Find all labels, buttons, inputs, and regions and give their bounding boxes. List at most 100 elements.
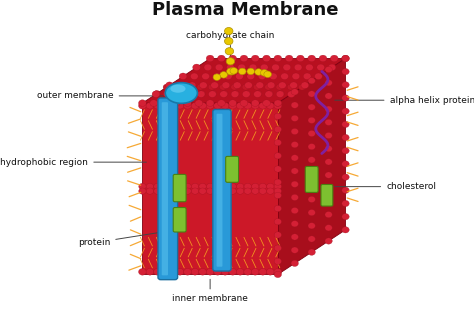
Circle shape xyxy=(247,73,255,80)
Circle shape xyxy=(325,66,332,73)
Circle shape xyxy=(255,91,262,96)
Circle shape xyxy=(174,91,182,97)
Text: cholesterol: cholesterol xyxy=(335,182,436,191)
Circle shape xyxy=(191,183,199,190)
Circle shape xyxy=(306,64,313,71)
Circle shape xyxy=(285,55,293,62)
FancyBboxPatch shape xyxy=(226,156,238,182)
Circle shape xyxy=(229,183,237,190)
Circle shape xyxy=(308,157,315,163)
Circle shape xyxy=(215,64,223,71)
Circle shape xyxy=(214,269,221,275)
Text: alpha helix protein: alpha helix protein xyxy=(335,96,474,105)
Circle shape xyxy=(176,183,184,190)
Circle shape xyxy=(221,91,228,96)
Circle shape xyxy=(186,84,192,90)
Circle shape xyxy=(208,84,215,90)
Circle shape xyxy=(213,73,221,80)
Circle shape xyxy=(291,142,299,148)
Circle shape xyxy=(220,72,228,78)
Circle shape xyxy=(227,68,236,75)
Circle shape xyxy=(206,102,214,109)
Circle shape xyxy=(266,269,274,275)
Circle shape xyxy=(138,102,146,109)
Circle shape xyxy=(266,91,273,96)
Circle shape xyxy=(146,188,154,194)
Circle shape xyxy=(259,102,267,109)
Circle shape xyxy=(221,188,229,194)
Circle shape xyxy=(231,91,239,97)
Circle shape xyxy=(231,84,238,90)
Circle shape xyxy=(161,188,169,194)
Circle shape xyxy=(176,269,184,275)
Circle shape xyxy=(291,234,299,240)
Circle shape xyxy=(274,139,282,146)
Circle shape xyxy=(274,188,282,194)
Circle shape xyxy=(251,100,259,106)
Circle shape xyxy=(199,269,207,275)
Text: protein: protein xyxy=(78,230,173,247)
Circle shape xyxy=(342,227,349,233)
FancyBboxPatch shape xyxy=(158,98,178,280)
Circle shape xyxy=(237,269,244,275)
Circle shape xyxy=(269,73,277,80)
Circle shape xyxy=(291,102,299,108)
Circle shape xyxy=(169,183,176,190)
Circle shape xyxy=(259,183,266,190)
Circle shape xyxy=(290,82,298,89)
Circle shape xyxy=(227,68,234,75)
Circle shape xyxy=(222,82,230,89)
Circle shape xyxy=(328,64,336,71)
Circle shape xyxy=(299,84,306,90)
Circle shape xyxy=(139,188,146,194)
Circle shape xyxy=(184,183,191,190)
Circle shape xyxy=(297,55,304,62)
Circle shape xyxy=(278,82,286,89)
Circle shape xyxy=(308,223,315,229)
Circle shape xyxy=(342,187,349,193)
Circle shape xyxy=(154,91,160,96)
Circle shape xyxy=(308,78,315,84)
Circle shape xyxy=(206,183,214,190)
Circle shape xyxy=(193,64,201,71)
Circle shape xyxy=(267,82,275,89)
Circle shape xyxy=(183,100,191,106)
Circle shape xyxy=(308,55,316,62)
Circle shape xyxy=(197,84,204,90)
Circle shape xyxy=(229,100,237,106)
Circle shape xyxy=(256,82,264,89)
Circle shape xyxy=(308,249,315,255)
Circle shape xyxy=(274,192,282,198)
Circle shape xyxy=(292,73,300,80)
Circle shape xyxy=(154,183,161,190)
Circle shape xyxy=(291,181,299,187)
Circle shape xyxy=(291,194,299,201)
Text: outer membrane: outer membrane xyxy=(37,91,170,100)
Circle shape xyxy=(274,245,282,251)
Circle shape xyxy=(197,91,205,97)
Circle shape xyxy=(276,84,283,90)
Circle shape xyxy=(237,188,244,194)
FancyBboxPatch shape xyxy=(305,167,318,193)
Title: Plasma Membrane: Plasma Membrane xyxy=(153,1,339,19)
Circle shape xyxy=(325,172,332,178)
Circle shape xyxy=(244,188,251,194)
Circle shape xyxy=(244,183,251,190)
Circle shape xyxy=(274,102,282,109)
Circle shape xyxy=(161,269,169,275)
Circle shape xyxy=(146,183,154,190)
Circle shape xyxy=(188,82,196,89)
Circle shape xyxy=(191,73,198,80)
Circle shape xyxy=(221,102,229,109)
Circle shape xyxy=(214,102,221,109)
Circle shape xyxy=(287,91,295,97)
Circle shape xyxy=(330,55,338,62)
Circle shape xyxy=(264,84,272,90)
Circle shape xyxy=(266,188,274,194)
Circle shape xyxy=(138,269,146,275)
Circle shape xyxy=(229,269,237,275)
Circle shape xyxy=(238,68,246,75)
Circle shape xyxy=(240,55,248,62)
Circle shape xyxy=(218,100,225,106)
Circle shape xyxy=(221,269,229,275)
